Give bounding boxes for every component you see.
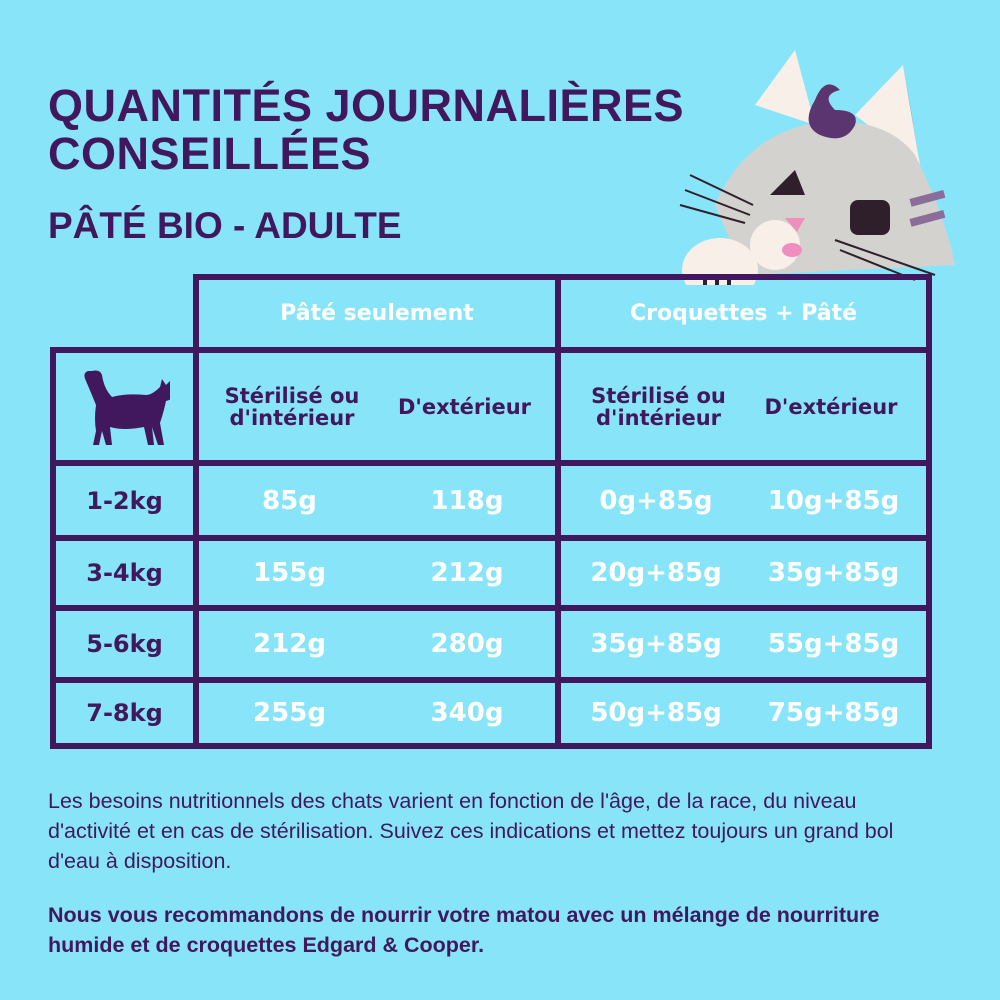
row-group-2: 35g+85g 55g+85g	[555, 605, 932, 683]
value-cell: 280g	[430, 629, 504, 659]
value-cell: 85g	[262, 485, 317, 516]
value-cell: 212g	[430, 558, 504, 588]
value-cell: 20g+85g	[590, 558, 722, 588]
page-subtitle: PÂTÉ BIO - ADULTE	[48, 205, 402, 246]
row-group-1: 212g 280g	[193, 605, 561, 683]
value-cell: 118g	[430, 485, 504, 516]
group-header-kibble-pate: Croquettes + Pâté	[555, 274, 932, 353]
recommendation-note: Nous vous recommandons de nourrir votre …	[48, 903, 880, 957]
row-group-2: 50g+85g 75g+85g	[555, 677, 932, 749]
subheader-group-2: Stérilisé ou d'intérieur D'extérieur	[555, 347, 932, 466]
value-cell: 50g+85g	[590, 698, 722, 728]
corner-cell	[50, 347, 199, 466]
row-group-1: 85g 118g	[193, 460, 561, 541]
value-cell: 35g+85g	[590, 629, 722, 659]
subheader-outdoor: D'extérieur	[397, 394, 532, 419]
row-group-2: 20g+85g 35g+85g	[555, 535, 932, 611]
value-cell: 55g+85g	[767, 629, 900, 659]
group-header-pate-only: Pâté seulement	[193, 274, 561, 353]
row-group-1: 155g 212g	[193, 535, 561, 611]
subheader-outdoor: D'extérieur	[764, 394, 898, 419]
nutrition-note: Les besoins nutritionnels des chats vari…	[48, 789, 894, 873]
row-label: 7-8kg	[50, 677, 199, 749]
row-group-1: 255g 340g	[193, 677, 561, 749]
subheader-group-1: Stérilisé ou d'intérieur D'extérieur	[193, 347, 561, 466]
value-cell: 75g+85g	[767, 698, 900, 728]
page-title: QUANTITÉS JOURNALIÈRES CONSEILLÉES	[48, 80, 685, 179]
cat-illustration	[679, 50, 955, 285]
value-cell: 35g+85g	[767, 558, 900, 588]
row-label: 3-4kg	[50, 535, 199, 611]
value-cell: 0g+85g	[599, 485, 713, 516]
subheader-sterilised-indoor: Stérilisé ou d'intérieur	[224, 383, 360, 430]
cat-silhouette-icon	[83, 370, 170, 445]
value-cell: 340g	[430, 698, 504, 728]
value-cell: 212g	[253, 629, 326, 659]
row-group-2: 0g+85g 10g+85g	[555, 460, 932, 541]
row-label: 1-2kg	[50, 460, 199, 541]
value-cell: 155g	[253, 558, 326, 588]
row-label: 5-6kg	[50, 605, 199, 683]
value-cell: 10g+85g	[767, 485, 900, 516]
value-cell: 255g	[253, 698, 326, 728]
subheader-sterilised-indoor: Stérilisé ou d'intérieur	[591, 383, 726, 430]
